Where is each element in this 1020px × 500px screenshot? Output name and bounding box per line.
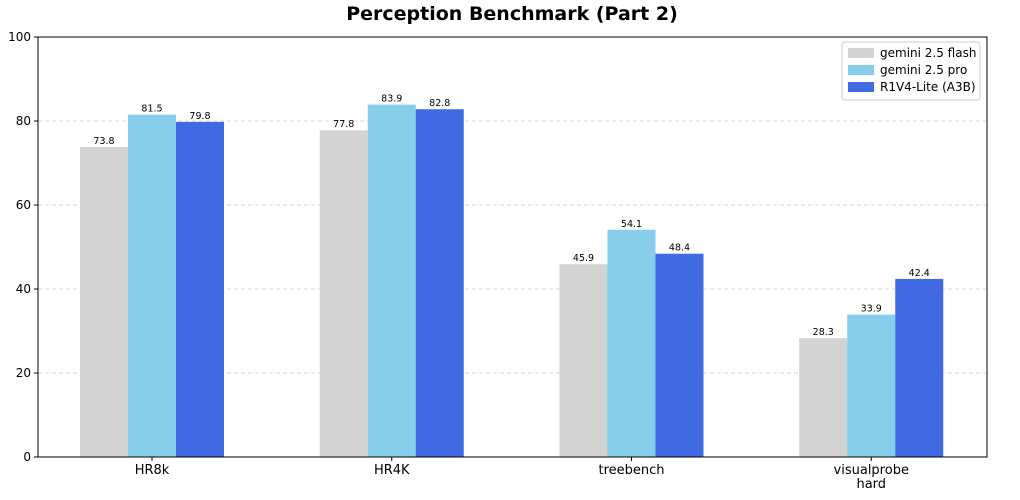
legend: gemini 2.5 flash gemini 2.5 pro R1V4-Lite …	[841, 41, 981, 101]
bar	[655, 253, 704, 457]
y-tick-label: 20	[16, 366, 31, 380]
legend-box	[841, 41, 981, 101]
legend-label: R1V4-Lite (A3B)	[880, 80, 976, 94]
legend-label: gemini 2.5 pro	[880, 63, 967, 77]
bar	[415, 109, 464, 458]
x-tick-label: treebench	[598, 463, 664, 478]
legend-swatch	[848, 82, 874, 92]
legend-swatch	[848, 48, 874, 58]
y-tick-label: 100	[8, 30, 31, 44]
bar	[559, 264, 608, 457]
bar	[80, 147, 128, 458]
y-tick-label: 0	[23, 450, 31, 464]
bars	[80, 104, 944, 458]
data-label: 48.4	[669, 243, 690, 254]
x-tick-label: visualprobe	[834, 463, 909, 478]
bar	[847, 314, 896, 457]
data-label: 79.8	[189, 111, 210, 122]
data-label: 82.8	[429, 98, 450, 109]
bar	[799, 338, 848, 457]
data-label: 42.4	[909, 268, 930, 279]
y-tick-label: 40	[16, 282, 31, 296]
bar	[607, 229, 656, 457]
data-label: 77.8	[333, 119, 354, 130]
data-label: 28.3	[813, 327, 834, 338]
x-tick-label: HR8k	[135, 463, 170, 478]
data-label: 33.9	[861, 304, 882, 315]
bar	[128, 114, 176, 457]
data-label: 73.8	[93, 136, 114, 147]
chart-title: Perception Benchmark (Part 2)	[346, 3, 678, 25]
data-label: 54.1	[621, 219, 642, 230]
bar	[176, 121, 224, 457]
x-tick-label: hard	[856, 477, 886, 492]
data-labels: 73.8 81.5 79.8 77.8 83.9 82.8 45.9 54.1 48.4 28.3…	[93, 94, 929, 339]
bar	[319, 130, 368, 458]
x-tick-label: HR4K	[374, 463, 410, 478]
data-label: 83.9	[381, 94, 402, 105]
data-label: 45.9	[573, 253, 594, 264]
y-tick-label: 80	[16, 114, 31, 128]
legend-swatch	[848, 65, 874, 75]
y-axis: 0 20 40 60 80 100	[8, 30, 38, 464]
legend-label: gemini 2.5 flash	[880, 46, 976, 60]
plot-frame	[37, 36, 988, 458]
y-tick-label: 60	[16, 198, 31, 212]
data-label: 81.5	[141, 104, 162, 115]
bar	[367, 104, 416, 458]
bar	[895, 278, 944, 457]
